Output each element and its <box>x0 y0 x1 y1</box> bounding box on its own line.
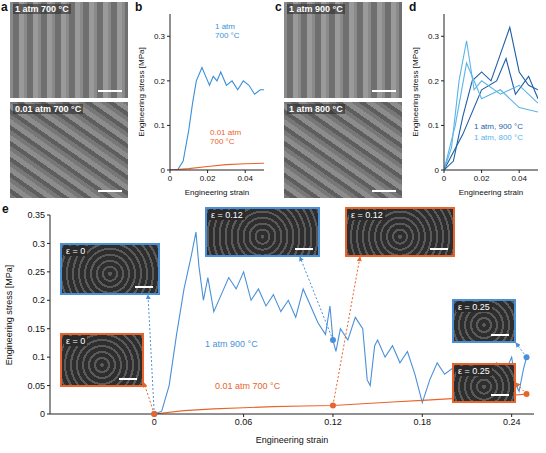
svg-text:0.25: 0.25 <box>27 267 45 277</box>
html-text:Engineering stress [MPa]: Engineering stress [MPa] <box>410 47 420 137</box>
svg-text:0.35: 0.35 <box>27 210 45 220</box>
html-text:Engineering strain: Engineering strain <box>458 187 524 197</box>
html-text:ε = 0.25: ε = 0.25 <box>458 302 490 312</box>
html-text:1 atm 700 °C: 1 atm 700 °C <box>15 4 69 14</box>
svg-text:0: 0 <box>168 174 173 183</box>
svg-text:0.1: 0.1 <box>154 121 166 130</box>
html-text:ε = 0: ε = 0 <box>66 246 86 256</box>
svg-text:0.2: 0.2 <box>32 295 45 305</box>
svg-text:0.3: 0.3 <box>154 32 166 41</box>
svg-text:0: 0 <box>161 166 166 175</box>
html-text:1 atm 800 °C: 1 atm 800 °C <box>289 104 343 114</box>
svg-text:0.02: 0.02 <box>474 174 490 183</box>
html-text:ε = 0.12: ε = 0.12 <box>211 210 243 220</box>
html-text:1 atm, 800 °C: 1 atm, 800 °C <box>474 133 523 142</box>
html-text:0.01 atm: 0.01 atm <box>210 128 242 137</box>
svg-text:0.3: 0.3 <box>32 239 45 249</box>
html-text:1 atm 900 °C: 1 atm 900 °C <box>205 339 258 349</box>
svg-text:0.04: 0.04 <box>511 174 527 183</box>
svg-text:0.18: 0.18 <box>414 417 432 427</box>
html-text:c: c <box>275 0 282 14</box>
html-text:Engineering stress [MPa]: Engineering stress [MPa] <box>136 47 146 137</box>
html-text:700 °C: 700 °C <box>210 137 235 146</box>
svg-text:0.2: 0.2 <box>154 77 166 86</box>
svg-text:0.06: 0.06 <box>235 417 253 427</box>
html-text:a: a <box>1 0 8 14</box>
svg-text:0.2: 0.2 <box>428 77 440 86</box>
html-text:0.01 atm 700 °C: 0.01 atm 700 °C <box>15 104 82 114</box>
html-text:1 atm, 900 °C: 1 atm, 900 °C <box>474 122 523 131</box>
html-text:Engineering strain: Engineering strain <box>255 435 329 445</box>
html-text:700 °C: 700 °C <box>215 31 240 40</box>
svg-text:0.04: 0.04 <box>237 174 253 183</box>
html-text:e: e <box>2 202 9 216</box>
svg-text:0.02: 0.02 <box>200 174 216 183</box>
svg-text:0: 0 <box>442 174 447 183</box>
html-text:1 atm 900 °C: 1 atm 900 °C <box>289 4 343 14</box>
html-text:ε = 0: ε = 0 <box>66 336 86 346</box>
html-text:Engineering strain: Engineering strain <box>184 187 250 197</box>
svg-text:0.12: 0.12 <box>324 417 342 427</box>
svg-text:0.24: 0.24 <box>503 417 521 427</box>
svg-text:0.15: 0.15 <box>27 324 45 334</box>
svg-text:0.05: 0.05 <box>27 381 45 391</box>
html-text:d: d <box>409 0 417 14</box>
svg-text:0.1: 0.1 <box>428 121 440 130</box>
html-text:0.01 atm 700 °C: 0.01 atm 700 °C <box>215 381 281 391</box>
svg-text:0.3: 0.3 <box>428 32 440 41</box>
html-text:ε = 0.25: ε = 0.25 <box>458 366 490 376</box>
svg-text:0: 0 <box>40 409 45 419</box>
html-text:b: b <box>135 0 143 14</box>
svg-text:0: 0 <box>152 417 157 427</box>
html-text:Engineering stress [MPa]: Engineering stress [MPa] <box>4 264 14 365</box>
html-text:1 atm: 1 atm <box>215 22 235 31</box>
svg-text:0: 0 <box>435 166 440 175</box>
html-text:ε = 0.12: ε = 0.12 <box>351 210 383 220</box>
svg-text:0.1: 0.1 <box>32 352 45 362</box>
